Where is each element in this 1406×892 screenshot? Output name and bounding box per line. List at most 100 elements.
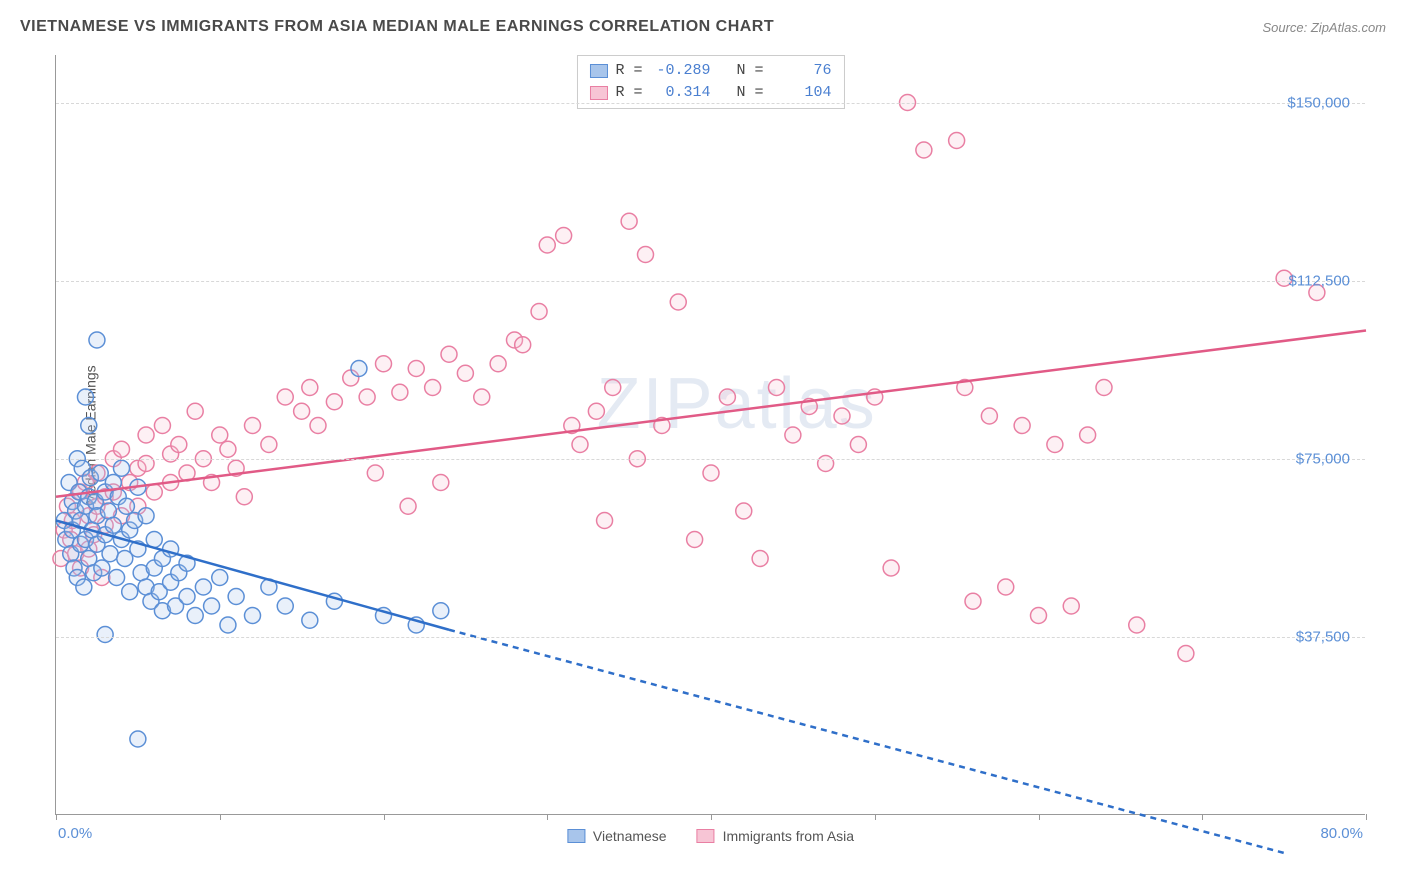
x-tick: [1202, 814, 1203, 820]
data-point: [515, 337, 531, 353]
data-point: [310, 418, 326, 434]
x-axis-label-max: 80.0%: [1320, 825, 1363, 842]
x-tick: [547, 814, 548, 820]
data-point: [76, 579, 92, 595]
correlation-row: R =0.314 N =104: [589, 82, 831, 104]
data-point: [556, 228, 572, 244]
data-point: [102, 546, 118, 562]
data-point: [1080, 427, 1096, 443]
data-point: [433, 475, 449, 491]
data-point: [81, 418, 97, 434]
data-point: [769, 380, 785, 396]
corr-n-value: 76: [772, 60, 832, 82]
data-point: [400, 498, 416, 514]
y-tick-label: $112,500: [1289, 272, 1350, 289]
x-tick: [1366, 814, 1367, 820]
corr-n-label: N =: [719, 60, 764, 82]
legend-swatch: [589, 64, 607, 78]
scatter-plot-svg: [56, 55, 1365, 814]
data-point: [1031, 608, 1047, 624]
data-point: [245, 418, 261, 434]
corr-r-value: 0.314: [651, 82, 711, 104]
corr-n-value: 104: [772, 82, 832, 104]
legend-item: Immigrants from Asia: [697, 828, 854, 844]
data-point: [89, 332, 105, 348]
data-point: [719, 389, 735, 405]
correlation-legend: R =-0.289 N =76R =0.314 N =104: [576, 55, 844, 109]
data-point: [850, 437, 866, 453]
data-point: [1129, 617, 1145, 633]
legend-label: Immigrants from Asia: [723, 828, 854, 844]
y-tick-label: $75,000: [1296, 450, 1350, 467]
chart-source: Source: ZipAtlas.com: [1262, 20, 1386, 35]
corr-r-label: R =: [615, 60, 642, 82]
legend-swatch: [589, 86, 607, 100]
data-point: [687, 532, 703, 548]
gridline: [56, 103, 1365, 104]
legend-label: Vietnamese: [593, 828, 667, 844]
data-point: [1014, 418, 1030, 434]
data-point: [171, 437, 187, 453]
data-point: [703, 465, 719, 481]
data-point: [425, 380, 441, 396]
data-point: [212, 570, 228, 586]
gridline: [56, 459, 1365, 460]
x-tick: [1039, 814, 1040, 820]
data-point: [539, 237, 555, 253]
data-point: [204, 598, 220, 614]
data-point: [1063, 598, 1079, 614]
data-point: [138, 427, 154, 443]
data-point: [122, 584, 138, 600]
data-point: [998, 579, 1014, 595]
legend-swatch: [697, 829, 715, 843]
data-point: [981, 408, 997, 424]
data-point: [670, 294, 686, 310]
chart-plot-area: Median Male Earnings ZIPatlas R =-0.289 …: [55, 55, 1365, 815]
data-point: [277, 389, 293, 405]
data-point: [220, 617, 236, 633]
data-point: [130, 731, 146, 747]
data-point: [109, 570, 125, 586]
data-point: [441, 346, 457, 362]
data-point: [785, 427, 801, 443]
data-point: [834, 408, 850, 424]
correlation-row: R =-0.289 N =76: [589, 60, 831, 82]
data-point: [736, 503, 752, 519]
data-point: [114, 441, 130, 457]
data-point: [302, 612, 318, 628]
x-tick: [711, 814, 712, 820]
data-point: [97, 627, 113, 643]
gridline: [56, 281, 1365, 282]
y-tick-label: $37,500: [1296, 628, 1350, 645]
data-point: [597, 513, 613, 529]
data-point: [638, 247, 654, 263]
data-point: [187, 608, 203, 624]
data-point: [187, 403, 203, 419]
data-point: [433, 603, 449, 619]
x-tick: [875, 814, 876, 820]
data-point: [351, 361, 367, 377]
data-point: [531, 304, 547, 320]
data-point: [302, 380, 318, 396]
data-point: [588, 403, 604, 419]
data-point: [294, 403, 310, 419]
data-point: [146, 484, 162, 500]
data-point: [572, 437, 588, 453]
trendline: [449, 630, 1284, 853]
data-point: [138, 508, 154, 524]
data-point: [195, 579, 211, 595]
data-point: [1096, 380, 1112, 396]
data-point: [752, 551, 768, 567]
data-point: [965, 593, 981, 609]
data-point: [245, 608, 261, 624]
data-point: [883, 560, 899, 576]
corr-n-label: N =: [719, 82, 764, 104]
data-point: [220, 441, 236, 457]
data-point: [490, 356, 506, 372]
data-point: [154, 418, 170, 434]
series-legend: Vietnamese Immigrants from Asia: [567, 828, 854, 844]
x-tick: [220, 814, 221, 820]
data-point: [114, 460, 130, 476]
data-point: [359, 389, 375, 405]
data-point: [1047, 437, 1063, 453]
